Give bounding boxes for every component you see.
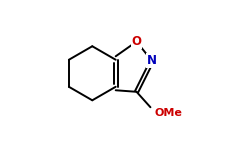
Text: OMe: OMe bbox=[154, 108, 181, 118]
Text: O: O bbox=[131, 35, 141, 48]
Text: N: N bbox=[146, 54, 156, 67]
